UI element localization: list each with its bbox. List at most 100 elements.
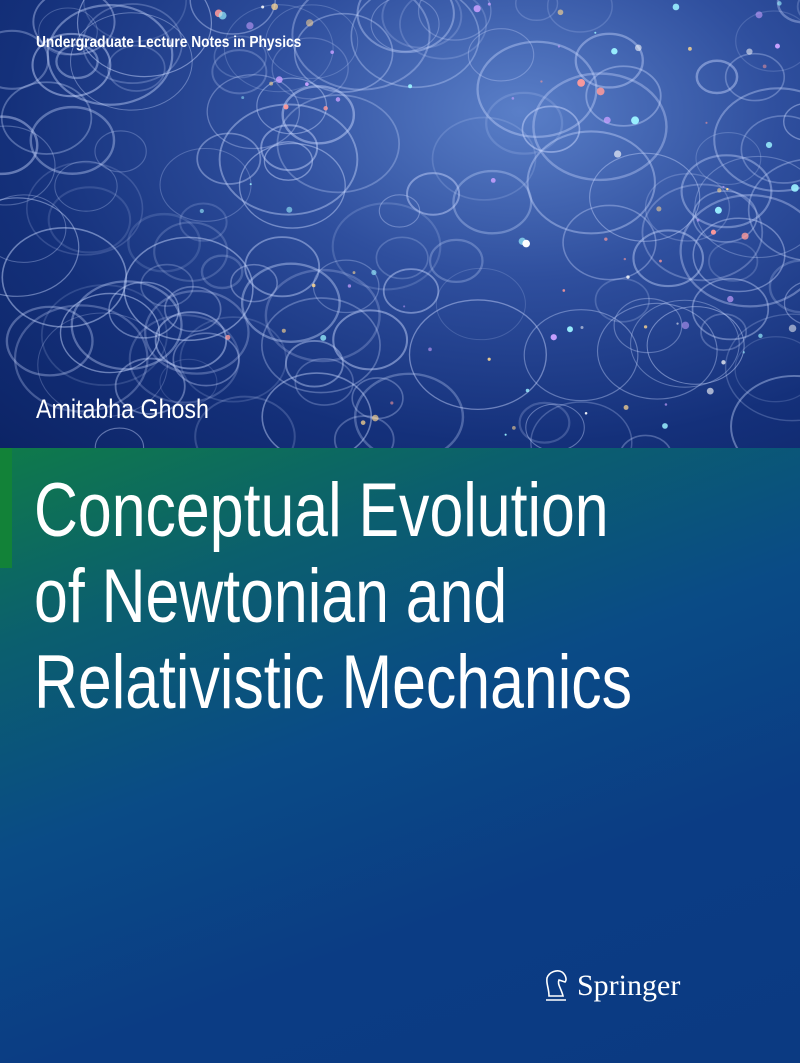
bubble	[172, 332, 240, 387]
bubble	[515, 0, 559, 21]
sparkle	[352, 271, 356, 275]
bubble	[0, 197, 80, 297]
bubble	[194, 395, 296, 448]
bubble	[585, 65, 662, 127]
bubble	[485, 91, 564, 155]
bubble	[695, 59, 739, 95]
bubble	[265, 4, 359, 79]
bubble	[244, 236, 321, 298]
bubble	[189, 0, 276, 35]
sparkle	[635, 44, 642, 52]
sparkle	[246, 22, 254, 30]
sparkle	[714, 206, 722, 214]
bubble	[596, 302, 718, 400]
sparkle	[371, 269, 377, 276]
bubble	[333, 415, 395, 448]
bubble	[82, 3, 183, 85]
sparkle	[631, 116, 640, 125]
bubble	[200, 254, 244, 290]
bubble	[734, 336, 800, 403]
bubble	[256, 77, 328, 135]
bubble	[271, 37, 349, 100]
sparkle	[762, 64, 767, 69]
bubble	[574, 32, 644, 89]
bubble	[783, 103, 800, 141]
cover-lower-panel	[0, 448, 800, 1063]
sparkle	[643, 325, 648, 329]
sparkle	[218, 11, 227, 20]
sparkle	[323, 106, 328, 111]
bubble	[211, 49, 268, 95]
bubble	[223, 4, 334, 93]
bubble	[530, 401, 633, 448]
bubble	[621, 434, 671, 448]
sparkle	[603, 116, 611, 124]
book-title: Conceptual Evolution of Newtonian and Re…	[34, 468, 632, 726]
sparkle	[557, 45, 561, 48]
bubble	[107, 44, 166, 92]
bubble	[123, 236, 254, 342]
bubble	[523, 309, 639, 402]
sparkle	[664, 403, 668, 406]
sparkle	[722, 185, 725, 188]
bubble	[230, 263, 278, 303]
springer-horse-icon	[545, 970, 567, 1001]
bubble	[281, 85, 356, 145]
sparkle	[281, 328, 286, 333]
sparkle	[696, 218, 700, 222]
sparkle	[614, 150, 622, 158]
sparkle	[225, 334, 231, 340]
bubble	[285, 340, 344, 388]
sparkle	[271, 3, 278, 11]
sparkle	[656, 206, 662, 212]
bubble	[331, 202, 442, 291]
bubble	[381, 0, 463, 49]
bubble	[0, 194, 67, 263]
bubble	[293, 12, 394, 93]
bubble	[378, 194, 421, 228]
sparkle	[269, 81, 274, 86]
series-title: Undergraduate Lecture Notes in Physics	[36, 34, 302, 51]
sparkle	[408, 84, 413, 89]
bubble	[680, 154, 773, 229]
bubble	[82, 0, 187, 43]
sparkle	[360, 420, 366, 425]
bubble	[261, 297, 381, 394]
bubble	[692, 217, 786, 293]
bubble	[70, 280, 183, 371]
bubble	[0, 125, 56, 206]
bubble	[735, 10, 800, 72]
bubble	[452, 169, 533, 235]
sparkle	[511, 97, 515, 100]
bubble	[32, 0, 116, 56]
sparkle	[320, 334, 327, 341]
publisher-name: Springer	[577, 969, 681, 1002]
bubble	[692, 190, 758, 243]
sparkle	[335, 97, 341, 102]
bubble	[26, 161, 144, 256]
bubble	[700, 313, 748, 351]
bubble	[713, 87, 800, 192]
bubble	[294, 357, 354, 406]
bubble	[399, 0, 488, 60]
bubble	[768, 259, 800, 314]
bubble	[589, 152, 701, 242]
bubble	[375, 236, 429, 280]
sparkle	[710, 229, 716, 235]
bubble	[31, 32, 112, 98]
bubble	[408, 299, 547, 411]
bubble	[38, 7, 98, 56]
sparkle	[672, 3, 680, 11]
bubble	[240, 262, 341, 343]
sparkle	[626, 275, 630, 279]
bubble	[40, 284, 168, 387]
bubble	[695, 132, 762, 185]
bubble	[261, 372, 373, 448]
bubble	[76, 0, 213, 78]
bubble	[55, 43, 99, 80]
sparkle	[550, 334, 557, 341]
bubble	[435, 267, 526, 341]
sparkle	[777, 1, 782, 6]
author-name: Amitabha Ghosh	[36, 394, 209, 424]
sparkle	[522, 239, 530, 248]
